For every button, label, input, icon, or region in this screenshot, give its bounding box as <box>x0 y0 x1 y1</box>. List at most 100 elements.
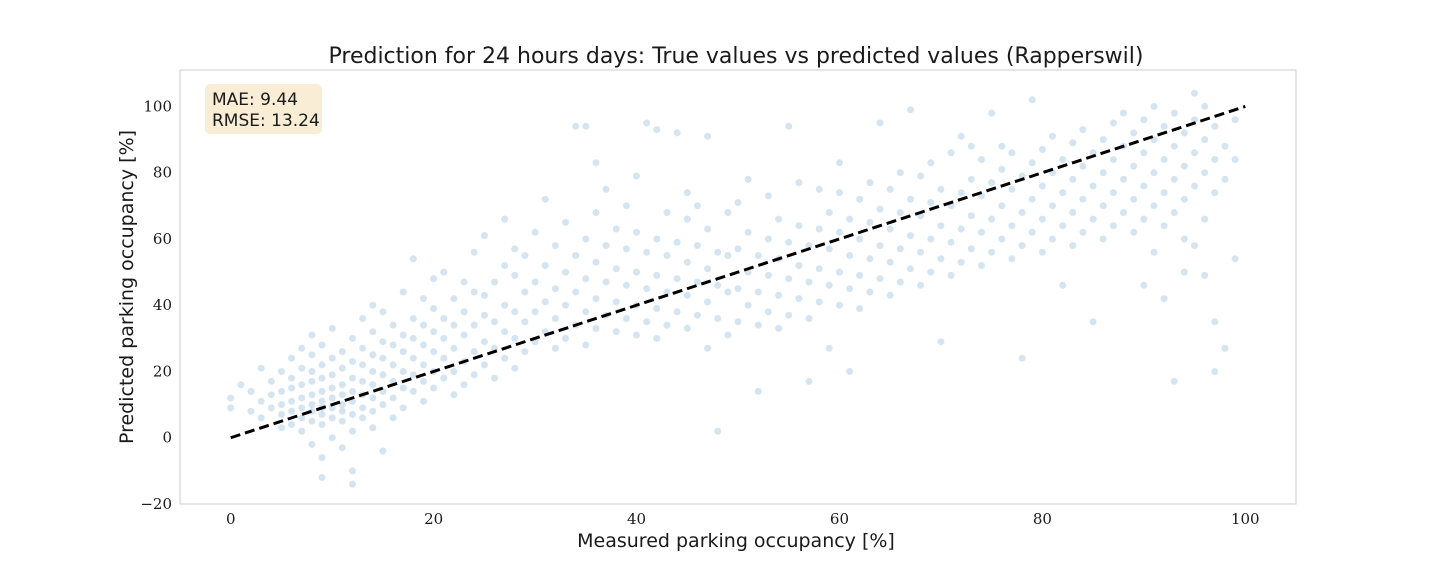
scatter-point <box>805 242 813 250</box>
scatter-point <box>257 414 265 422</box>
scatter-point <box>957 258 965 266</box>
scatter-point <box>1109 156 1117 163</box>
scatter-point <box>825 344 833 352</box>
y-axis-label: Predicted parking occupancy [%] <box>116 130 138 444</box>
scatter-point <box>338 417 346 425</box>
scatter-point <box>866 255 874 263</box>
scatter-point <box>1191 182 1198 190</box>
scatter-point <box>836 301 843 309</box>
scatter-point <box>998 165 1006 173</box>
scatter-point <box>1150 248 1158 256</box>
x-tick-label: 60 <box>830 510 849 528</box>
scatter-point <box>704 298 712 306</box>
scatter-point <box>805 315 813 322</box>
scatter-point <box>298 381 306 389</box>
scatter-point <box>947 149 955 157</box>
scatter-point <box>795 222 803 230</box>
scatter-point <box>643 318 651 326</box>
scatter-point <box>450 344 458 352</box>
scatter-point <box>622 281 630 289</box>
scatter-point <box>622 315 630 322</box>
scatter-point <box>907 265 914 273</box>
scatter-point <box>927 268 935 276</box>
scatter-point <box>572 122 580 130</box>
scatter-point <box>1221 344 1229 352</box>
scatter-point <box>734 318 742 326</box>
scatter-point <box>359 377 367 385</box>
scatter-point <box>846 215 854 223</box>
scatter-point <box>805 278 813 286</box>
scatter-point <box>1140 215 1148 223</box>
scatter-point <box>369 424 377 432</box>
scatter-point <box>633 228 640 236</box>
scatter-point <box>318 387 326 395</box>
scatter-point <box>653 126 661 134</box>
scatter-point <box>1038 248 1046 256</box>
scatter-point <box>815 185 823 193</box>
scatter-point <box>288 397 296 405</box>
scatter-point <box>683 189 691 197</box>
scatter-point <box>937 222 945 230</box>
scatter-point <box>379 371 387 379</box>
scatter-point <box>389 321 397 329</box>
scatter-point <box>876 242 884 250</box>
scatter-point <box>785 311 793 319</box>
scatter-point <box>653 235 661 243</box>
scatter-point <box>541 298 549 306</box>
scatter-point <box>359 315 367 322</box>
scatter-point <box>318 341 326 349</box>
scatter-point <box>480 361 488 369</box>
scatter-point <box>714 315 722 322</box>
scatter-point <box>237 381 245 389</box>
y-tick-label: −20 <box>140 495 172 513</box>
scatter-point <box>338 391 346 399</box>
scatter-point <box>562 301 569 309</box>
scatter-point <box>430 328 438 336</box>
scatter-point <box>988 179 996 187</box>
scatter-point <box>1211 156 1219 163</box>
scatter-point <box>825 209 833 216</box>
scatter-point <box>541 195 549 203</box>
scatter-point <box>1079 126 1087 134</box>
scatter-point <box>308 351 316 359</box>
scatter-point <box>338 401 346 409</box>
scatter-point <box>1130 129 1138 137</box>
scatter-point <box>572 288 580 296</box>
rmse-label: RMSE: 13.24 <box>212 111 320 131</box>
scatter-point <box>470 321 478 329</box>
scatter-point <box>967 212 975 220</box>
scatter-point <box>551 344 559 352</box>
scatter-point <box>1099 202 1107 210</box>
scatter-point <box>1099 169 1107 177</box>
scatter-point <box>734 285 742 293</box>
scatter-point <box>501 301 509 309</box>
scatter-point <box>267 404 275 412</box>
scatter-point <box>1008 255 1016 263</box>
scatter-point <box>907 232 914 240</box>
scatter-point <box>1231 156 1239 163</box>
scatter-point <box>430 384 438 392</box>
scatter-point <box>947 271 955 279</box>
scatter-point <box>663 321 671 329</box>
scatter-point <box>1170 142 1178 150</box>
scatter-point <box>359 404 367 412</box>
scatter-point <box>450 391 458 399</box>
scatter-point <box>1201 215 1209 223</box>
scatter-point <box>1180 268 1188 276</box>
scatter-point <box>328 354 336 362</box>
x-tick-label: 20 <box>424 510 443 528</box>
scatter-point <box>1069 242 1077 250</box>
scatter-point <box>399 368 407 375</box>
scatter-point <box>349 334 356 342</box>
scatter-point <box>1211 122 1219 130</box>
scatter-point <box>754 288 762 296</box>
scatter-point <box>480 291 488 299</box>
scatter-point <box>592 209 600 216</box>
scatter-point <box>288 407 296 415</box>
scatter-point <box>683 324 691 332</box>
scatter-point <box>1069 175 1077 183</box>
scatter-point <box>643 285 651 293</box>
scatter-point <box>815 298 823 306</box>
scatter-point <box>592 258 600 266</box>
scatter-point <box>1120 109 1127 117</box>
